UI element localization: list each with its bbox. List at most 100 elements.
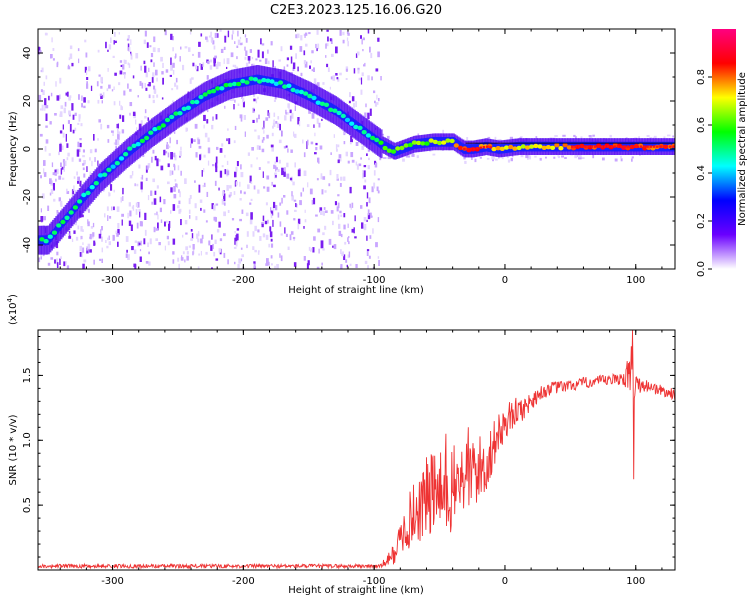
noise-speck [325,55,327,58]
noise-speck [98,74,101,77]
noise-speck [93,259,95,265]
noise-speck [371,76,373,81]
noise-speck [345,151,348,157]
ridge-blob [298,89,304,95]
noise-speck [336,77,339,80]
ridge-blob [144,135,150,141]
noise-speck [297,223,300,230]
noise-speck [164,30,167,36]
noise-speck [113,32,116,37]
noise-speck [319,207,323,213]
noise-speck [284,227,286,234]
noise-speck [122,64,125,70]
ridge-blob [156,125,162,131]
noise-speck [152,99,155,104]
noise-speck [273,119,275,123]
noise-speck [340,214,343,217]
noise-speck [233,191,236,195]
noise-speck [180,46,182,50]
noise-speck [223,252,226,258]
noise-speck [244,131,246,137]
noise-speck [160,165,164,171]
noise-speck [325,43,327,49]
noise-speck [192,251,194,256]
noise-speck [55,258,58,265]
noise-speck [68,96,71,101]
noise-speck [377,37,380,42]
noise-speck [215,63,219,70]
noise-speck [283,195,286,198]
noise-speck [274,161,277,164]
ridge-blob [357,125,363,131]
noise-speck [189,195,192,199]
noise-speck [289,177,293,181]
noise-speck [181,255,183,258]
y-tick-label: 0 [22,146,33,152]
ridge-peak [486,145,489,148]
ridge-blob [290,87,296,93]
noise-speck [277,212,280,218]
ridge-blob [420,141,426,146]
noise-speck [84,66,87,73]
noise-speck [211,124,214,130]
noise-speck [199,154,202,161]
noise-speck [109,216,112,219]
noise-speck [192,62,195,67]
noise-speck [347,41,349,47]
noise-speck [173,194,177,199]
noise-speck [211,234,213,240]
noise-speck [357,51,360,56]
noise-speck [157,48,160,53]
noise-speck [249,202,252,205]
noise-speck [83,259,87,263]
snr-x-ticks: -300 -200 -100 0 100 [59,330,663,587]
noise-speck [59,94,61,100]
ridge-blob [194,99,200,105]
noise-speck [189,215,191,219]
noise-speck [257,251,260,255]
noise-speck [274,205,278,211]
noise-speck [241,254,244,258]
noise-speck [66,157,69,161]
noise-speck [120,197,122,203]
noise-speck [61,145,64,150]
noise-speck [286,57,289,61]
noise-speck [59,143,62,152]
noise-speck [59,258,61,265]
noise-speck [203,114,206,121]
ridge-blob [457,145,464,151]
noise-speck [47,205,50,211]
noise-speck [148,251,150,255]
noise-speck [347,223,349,228]
noise-speck [297,169,301,177]
noise-speck [88,208,90,213]
noise-speck [75,220,77,226]
noise-speck [417,133,420,137]
noise-speck [201,170,203,177]
noise-speck [77,122,80,125]
noise-speck [366,192,369,199]
noise-speck [40,254,42,260]
noise-speck [348,100,351,104]
noise-speck [122,196,124,201]
noise-speck [315,214,318,217]
noise-speck [73,185,75,191]
noise-speck [234,261,236,265]
noise-speck [372,228,374,234]
ridge-core [96,176,99,186]
noise-speck [106,88,109,92]
noise-speck [159,196,162,203]
ridge-blob [77,199,83,204]
noise-speck [279,202,282,206]
noise-speck [113,236,115,240]
noise-speck [296,33,300,38]
noise-speck [234,171,237,178]
ridge-blob [554,143,560,148]
noise-speck [121,106,123,111]
noise-speck [172,259,175,264]
noise-speck [55,168,59,175]
noise-speck [135,119,137,125]
noise-speck [257,49,260,58]
noise-speck [233,246,237,249]
noise-speck [373,90,376,94]
